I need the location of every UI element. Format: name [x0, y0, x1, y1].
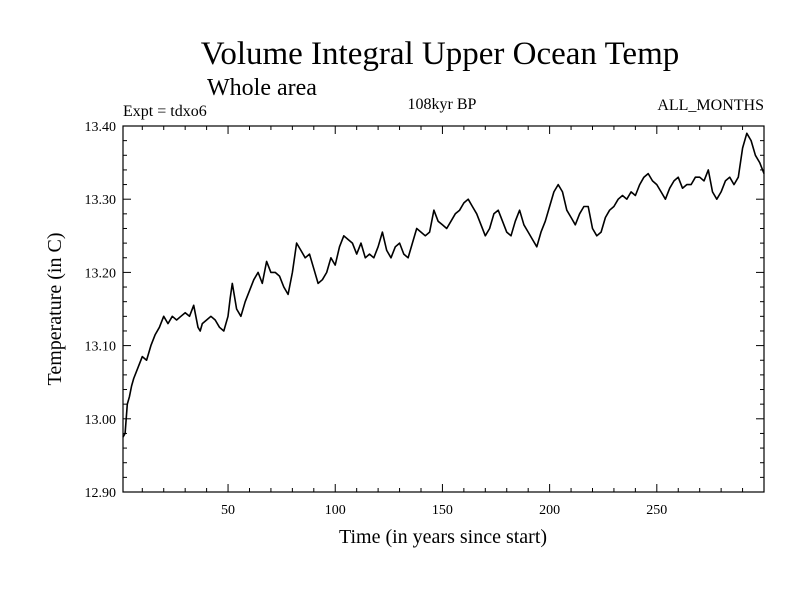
x-tick-label: 50 [221, 503, 235, 518]
y-tick-labels: 12.90 13.00 13.10 13.20 13.30 13.40 [85, 120, 117, 501]
annotation-months: ALL_MONTHS [657, 97, 764, 114]
x-tick-label: 150 [432, 503, 453, 518]
series-line [122, 132, 765, 438]
x-tick-label: 200 [539, 503, 560, 518]
plot-frame [122, 125, 765, 493]
x-tick-labels: 50 100 150 200 250 [221, 503, 667, 518]
chart-subtitle: Whole area [207, 75, 317, 101]
chart-title: Volume Integral Upper Ocean Temp [201, 36, 679, 72]
annotation-period: 108kyr BP [408, 96, 477, 113]
y-tick-label: 13.40 [85, 120, 117, 135]
annotation-experiment: Expt = tdxo6 [123, 103, 207, 120]
axis-ticks [123, 125, 764, 493]
y-axis-label: Temperature (in C) [44, 233, 66, 386]
y-tick-label: 13.00 [85, 413, 117, 428]
y-tick-label: 13.20 [85, 266, 117, 281]
y-tick-label: 13.30 [85, 193, 117, 208]
x-tick-label: 100 [325, 503, 346, 518]
y-tick-label: 13.10 [85, 340, 117, 355]
y-tick-label: 12.90 [85, 486, 117, 501]
x-axis-label: Time (in years since start) [339, 526, 547, 548]
x-tick-label: 250 [646, 503, 667, 518]
